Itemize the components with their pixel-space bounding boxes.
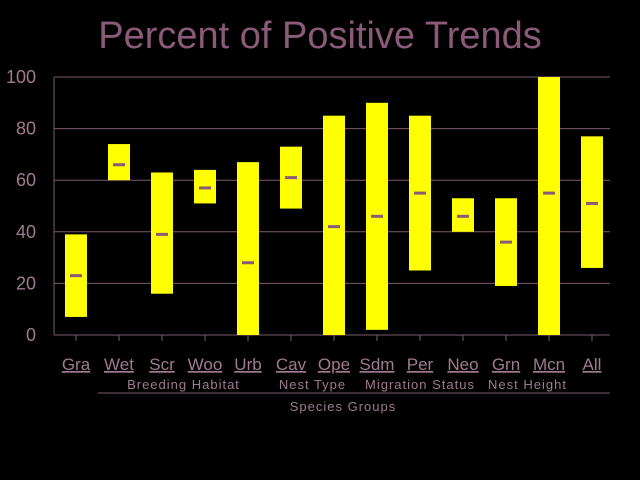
range-bar: [538, 77, 560, 335]
value-marker: [328, 225, 340, 229]
value-marker: [199, 186, 211, 190]
value-markers: [70, 163, 598, 278]
x-tick-label: Ope: [318, 355, 350, 374]
y-tick-label: 100: [6, 67, 36, 87]
x-tick-label: Neo: [447, 355, 478, 374]
x-tick-label: Per: [407, 355, 434, 374]
y-tick-label: 40: [16, 222, 36, 242]
group-label: Breeding Habitat: [127, 377, 240, 392]
x-tick-label: Grn: [492, 355, 520, 374]
range-bar: [108, 144, 130, 181]
x-tick-label: Woo: [188, 355, 223, 374]
value-marker: [457, 214, 469, 218]
y-tick-label: 0: [26, 325, 36, 345]
value-marker: [70, 274, 82, 278]
chart-title: Percent of Positive Trends: [98, 15, 542, 57]
x-tick-label: Mcn: [533, 355, 565, 374]
group-label: Nest Height: [488, 377, 567, 392]
y-tick-label: 60: [16, 170, 36, 190]
x-tick-label: Scr: [149, 355, 175, 374]
x-tick-label: All: [583, 355, 602, 374]
bars: [65, 77, 603, 335]
value-marker: [543, 191, 555, 195]
y-tick-label: 80: [16, 119, 36, 139]
value-marker: [156, 232, 168, 236]
group-label: Migration Status: [365, 377, 475, 392]
value-marker: [586, 201, 598, 205]
value-marker: [500, 240, 512, 244]
y-tick-label: 20: [16, 273, 36, 293]
x-tick-label: Cav: [276, 355, 307, 374]
group-label: Nest Type: [279, 377, 346, 392]
x-tick-label: Wet: [104, 355, 134, 374]
value-marker: [242, 261, 254, 265]
value-marker: [371, 214, 383, 218]
group-labels: Breeding Habitat Nest Type Migration Statu…: [98, 377, 610, 394]
group-axis-label: Species Groups: [290, 399, 397, 414]
x-axis-labels: Gra Wet Scr Woo Urb Cav Ope Sdm Per Neo Grn Mcn All: [62, 355, 602, 374]
value-marker: [285, 176, 297, 180]
range-bar: [237, 162, 259, 335]
x-tick-label: Sdm: [360, 355, 395, 374]
x-tick-label: Urb: [234, 355, 261, 374]
value-marker: [414, 191, 426, 195]
x-tick-label: Gra: [62, 355, 91, 374]
value-marker: [113, 163, 125, 167]
y-axis-ticks: 0 20 40 60 80 100: [6, 67, 36, 345]
